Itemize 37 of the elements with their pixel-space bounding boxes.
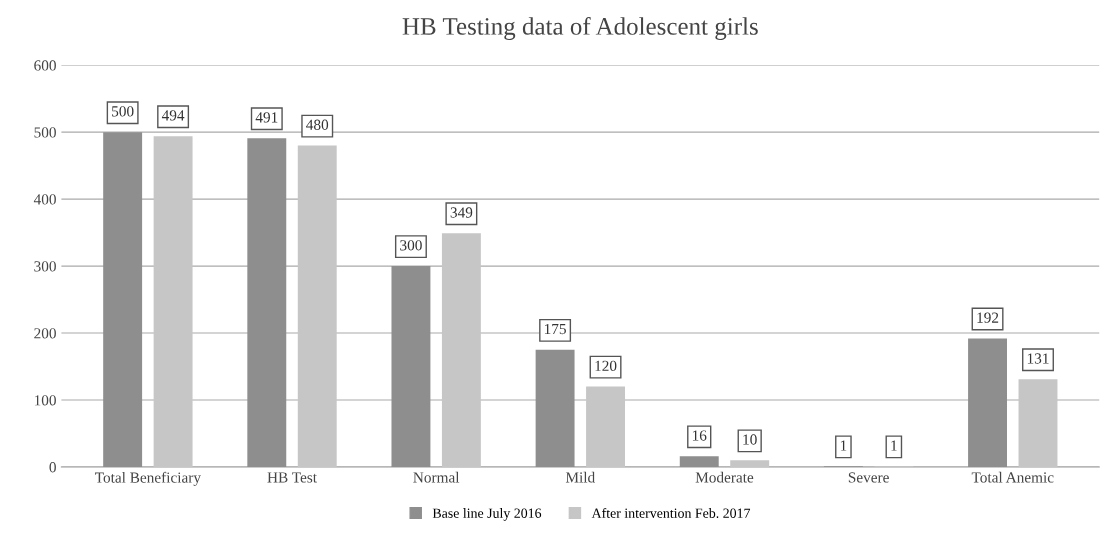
bar	[730, 460, 770, 467]
x-tick-label: Mild	[565, 471, 595, 483]
x-tick-label: Normal	[413, 471, 460, 483]
legend-label: After intervention Feb. 2017	[591, 507, 751, 518]
data-label: 10	[743, 434, 757, 445]
bar	[586, 386, 626, 467]
data-label: 1	[891, 440, 897, 451]
data-label: 120	[595, 360, 617, 371]
chart-title: HB Testing data of Adolescent girls	[402, 17, 758, 40]
data-label: 491	[255, 112, 278, 123]
bar	[297, 145, 337, 467]
y-tick-label: 100	[34, 395, 56, 406]
data-label: 16	[692, 430, 707, 441]
bar	[153, 136, 193, 467]
bar	[1018, 379, 1058, 467]
y-tick-label: 300	[34, 261, 56, 272]
data-label: 500	[112, 106, 134, 117]
y-tick-label: 400	[33, 194, 56, 205]
y-tick-label: 600	[34, 60, 56, 71]
data-label: 175	[544, 323, 566, 335]
data-label: 349	[450, 207, 473, 218]
x-tick-label: Severe	[848, 472, 889, 483]
data-label: 1	[840, 440, 847, 451]
legend-label: Base line July 2016	[432, 508, 542, 521]
data-label: 494	[161, 110, 185, 121]
y-tick-label: 0	[49, 462, 56, 473]
data-label: 480	[306, 119, 329, 130]
x-tick-label: Total Anemic	[971, 471, 1054, 483]
bar	[441, 233, 481, 467]
data-label: 131	[1027, 353, 1049, 364]
x-tick-label: Moderate	[695, 471, 754, 483]
x-tick-label: Total Beneficiary	[95, 471, 201, 486]
y-tick-label: 500	[34, 127, 56, 138]
y-tick-label: 200	[34, 328, 56, 339]
x-tick-label: HB Test	[267, 472, 317, 483]
data-label: 192	[977, 312, 999, 323]
data-label: 300	[400, 240, 422, 251]
